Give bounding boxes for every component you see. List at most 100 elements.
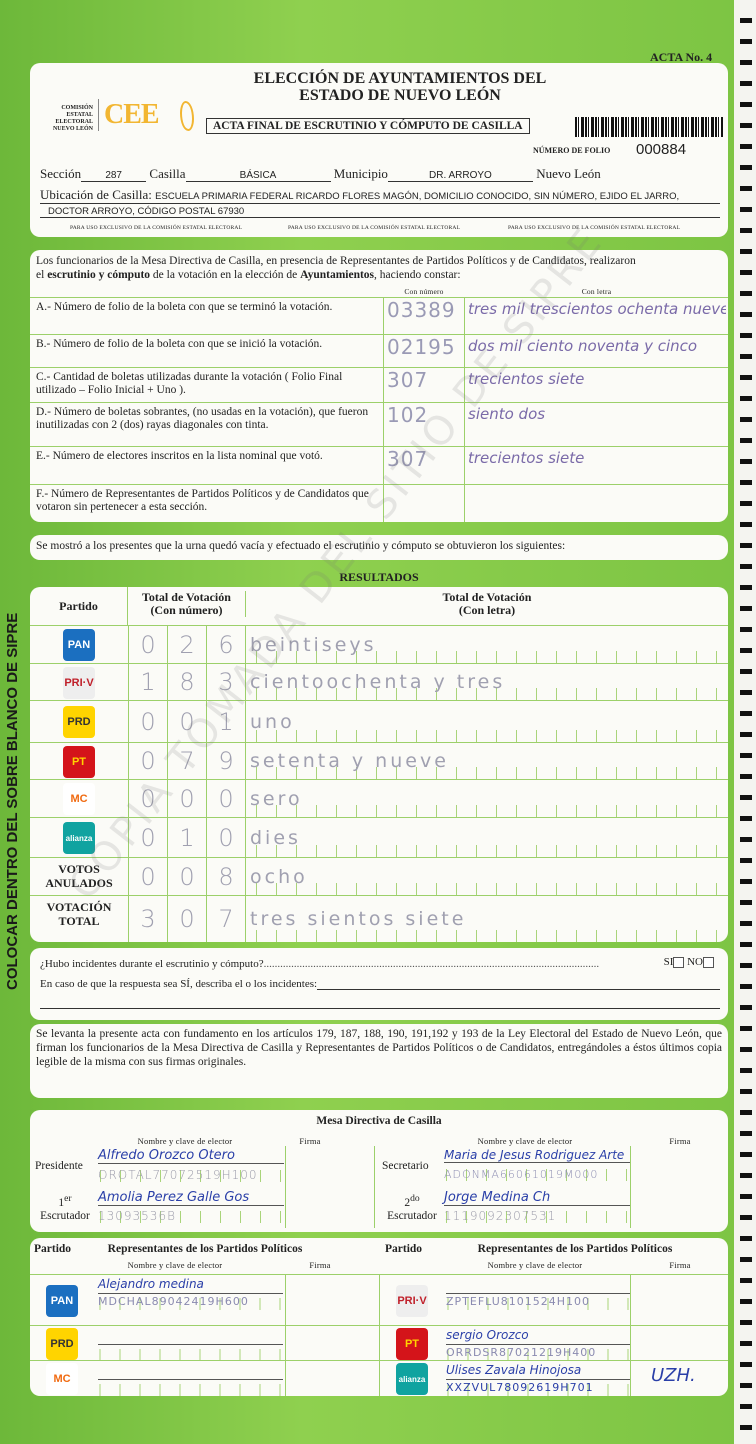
col-nombre-header: Nombre y clave de elector bbox=[127, 1260, 223, 1270]
digit-box[interactable]: 3 bbox=[218, 668, 234, 696]
digit-box[interactable]: 0 bbox=[129, 701, 168, 742]
row-letra[interactable]: dos mil ciento noventa y cinco bbox=[468, 337, 698, 355]
row-letra[interactable]: siento dos bbox=[468, 405, 546, 423]
row-letra[interactable]: sero bbox=[245, 780, 728, 817]
digit-box[interactable]: 0 bbox=[129, 743, 168, 779]
row-numero[interactable]: 307 bbox=[383, 447, 465, 484]
escrutador2-label: 2do Escrutador bbox=[380, 1192, 444, 1223]
registration-mark bbox=[740, 1047, 752, 1052]
digit-box[interactable]: 1 bbox=[168, 818, 207, 857]
representante-nombre[interactable] bbox=[98, 1363, 283, 1380]
digit-box[interactable]: 0 bbox=[129, 818, 168, 857]
row-numero[interactable]: 03389 bbox=[383, 298, 465, 334]
representante-firma[interactable] bbox=[285, 1361, 380, 1396]
row-label: F.- Número de Representantes de Partidos… bbox=[36, 488, 369, 513]
digit-box[interactable]: 7 bbox=[168, 743, 207, 779]
row-letra[interactable]: tres sientos siete bbox=[245, 896, 728, 942]
representante-firma[interactable] bbox=[285, 1326, 380, 1360]
row-numero[interactable]: 307 bbox=[383, 368, 465, 402]
secretario-clave[interactable]: ADONMA66061019M000 bbox=[444, 1168, 630, 1181]
row-letra[interactable]: cientoochenta y tres bbox=[245, 664, 728, 700]
digit-box[interactable]: 0 bbox=[129, 780, 168, 817]
registration-mark bbox=[740, 585, 752, 590]
ubicacion-line: Ubicación de Casilla: ESCUELA PRIMARIA F… bbox=[40, 187, 720, 204]
registration-mark bbox=[740, 1215, 752, 1220]
pt-logo: PT bbox=[396, 1327, 428, 1360]
row-letra[interactable]: ocho bbox=[245, 858, 728, 895]
escrutador1-clave[interactable]: 13093536B bbox=[98, 1209, 284, 1223]
representante-clave[interactable]: ZPTEFLU8101524H100 bbox=[446, 1295, 631, 1310]
row-letra[interactable]: uno bbox=[245, 701, 728, 742]
no-checkbox[interactable] bbox=[703, 956, 714, 968]
representante-firma[interactable] bbox=[630, 1275, 728, 1325]
presidente-clave[interactable]: OROTAL77072519H100 bbox=[98, 1168, 284, 1182]
digit-box[interactable]: 0 bbox=[218, 824, 234, 852]
pt-logo: PT bbox=[63, 745, 95, 778]
digit-box[interactable]: 0 bbox=[168, 701, 207, 742]
escrutador2-nombre[interactable]: Jorge Medina Ch bbox=[444, 1190, 630, 1206]
representante-nombre[interactable]: sergio Orozco bbox=[446, 1328, 631, 1345]
municipio-value: DR. ARROYO bbox=[387, 170, 533, 182]
digit-box[interactable]: 0 bbox=[168, 780, 207, 817]
row-numero[interactable] bbox=[383, 485, 465, 522]
row-letra[interactable]: trecientos siete bbox=[468, 370, 585, 388]
incidentes-input-2[interactable] bbox=[40, 1008, 720, 1009]
row-letra[interactable]: beintiseys bbox=[245, 626, 728, 663]
digit-box[interactable]: 0 bbox=[168, 858, 207, 895]
representante-clave[interactable]: MDCHAL89042419H600 bbox=[98, 1295, 283, 1310]
digit-box[interactable]: 3 bbox=[129, 896, 168, 942]
presidente-firma[interactable] bbox=[285, 1146, 375, 1228]
digit-box[interactable]: 7 bbox=[218, 905, 234, 933]
row-letra[interactable]: tres mil trescientos ochenta nueve bbox=[468, 300, 726, 318]
representante-clave[interactable]: ORRDSR87021219H400 bbox=[446, 1346, 631, 1361]
digit-box[interactable]: 0 bbox=[129, 626, 168, 663]
representante-clave[interactable] bbox=[98, 1346, 283, 1361]
row-letra[interactable]: trecientos siete bbox=[468, 449, 585, 467]
digit-box[interactable]: 8 bbox=[218, 863, 234, 891]
escrutador1-nombre[interactable]: Amolia Perez Galle Gos bbox=[98, 1190, 284, 1206]
digit-box[interactable]: 0 bbox=[168, 896, 207, 942]
registration-mark bbox=[740, 984, 752, 989]
digit-box[interactable]: 1 bbox=[129, 664, 168, 700]
secretario-nombre[interactable]: Maria de Jesus Rodriguez Arte bbox=[444, 1148, 630, 1163]
representante-nombre[interactable] bbox=[98, 1328, 283, 1345]
label-part: Escrutador bbox=[40, 1209, 90, 1222]
representante-firma[interactable]: UZH. bbox=[630, 1361, 728, 1396]
representante-nombre[interactable] bbox=[446, 1277, 631, 1294]
row-numero[interactable]: 102 bbox=[383, 403, 465, 446]
representante-firma[interactable] bbox=[630, 1326, 728, 1360]
digit-box[interactable]: 0 bbox=[129, 858, 168, 895]
digit-box[interactable]: 9 bbox=[218, 747, 234, 775]
digit-box[interactable]: 2 bbox=[168, 626, 207, 663]
registration-mark bbox=[740, 480, 752, 485]
representante-clave[interactable] bbox=[98, 1381, 283, 1396]
digit-box[interactable]: 8 bbox=[168, 664, 207, 700]
representante-firma[interactable] bbox=[285, 1275, 380, 1325]
result-row: VOTOS ANULADOS 0 0 8 ocho bbox=[30, 857, 728, 895]
representante-nombre[interactable]: Alejandro medina bbox=[98, 1277, 283, 1294]
representante-nombre[interactable]: Ulises Zavala Hinojosa bbox=[446, 1363, 631, 1380]
digit-box[interactable]: 1 bbox=[218, 708, 234, 736]
row-letra[interactable]: setenta y nueve bbox=[245, 743, 728, 779]
nueva-alianza-logo: alianza bbox=[396, 1363, 428, 1395]
si-checkbox[interactable] bbox=[673, 956, 685, 968]
digit-box[interactable]: 6 bbox=[218, 631, 234, 659]
secretario-firma[interactable] bbox=[630, 1146, 728, 1228]
seccion-value: 287 bbox=[81, 170, 147, 182]
escrutador2-clave[interactable]: 1119092307531 bbox=[444, 1209, 630, 1223]
presidente-nombre[interactable]: Alfredo Orozco Otero bbox=[98, 1148, 284, 1164]
org-line: ESTATAL bbox=[66, 112, 93, 118]
row-letra[interactable]: dies bbox=[245, 818, 728, 857]
representante-clave[interactable]: XXZVUL78092619H701 bbox=[446, 1381, 631, 1396]
col-representantes-header: Representantes de los Partidos Políticos bbox=[477, 1243, 673, 1255]
col-representantes-header: Representantes de los Partidos Políticos bbox=[107, 1243, 303, 1255]
digit-box[interactable]: 0 bbox=[218, 785, 234, 813]
ubicacion-value: ESCUELA PRIMARIA FEDERAL RICARDO FLORES … bbox=[155, 191, 680, 202]
registration-mark bbox=[740, 879, 752, 884]
registration-mark bbox=[740, 522, 752, 527]
incidentes-input[interactable] bbox=[317, 978, 720, 990]
row-label: E.- Número de electores inscritos en la … bbox=[36, 450, 323, 462]
row-numero[interactable]: 02195 bbox=[383, 335, 465, 367]
registration-mark bbox=[740, 753, 752, 758]
